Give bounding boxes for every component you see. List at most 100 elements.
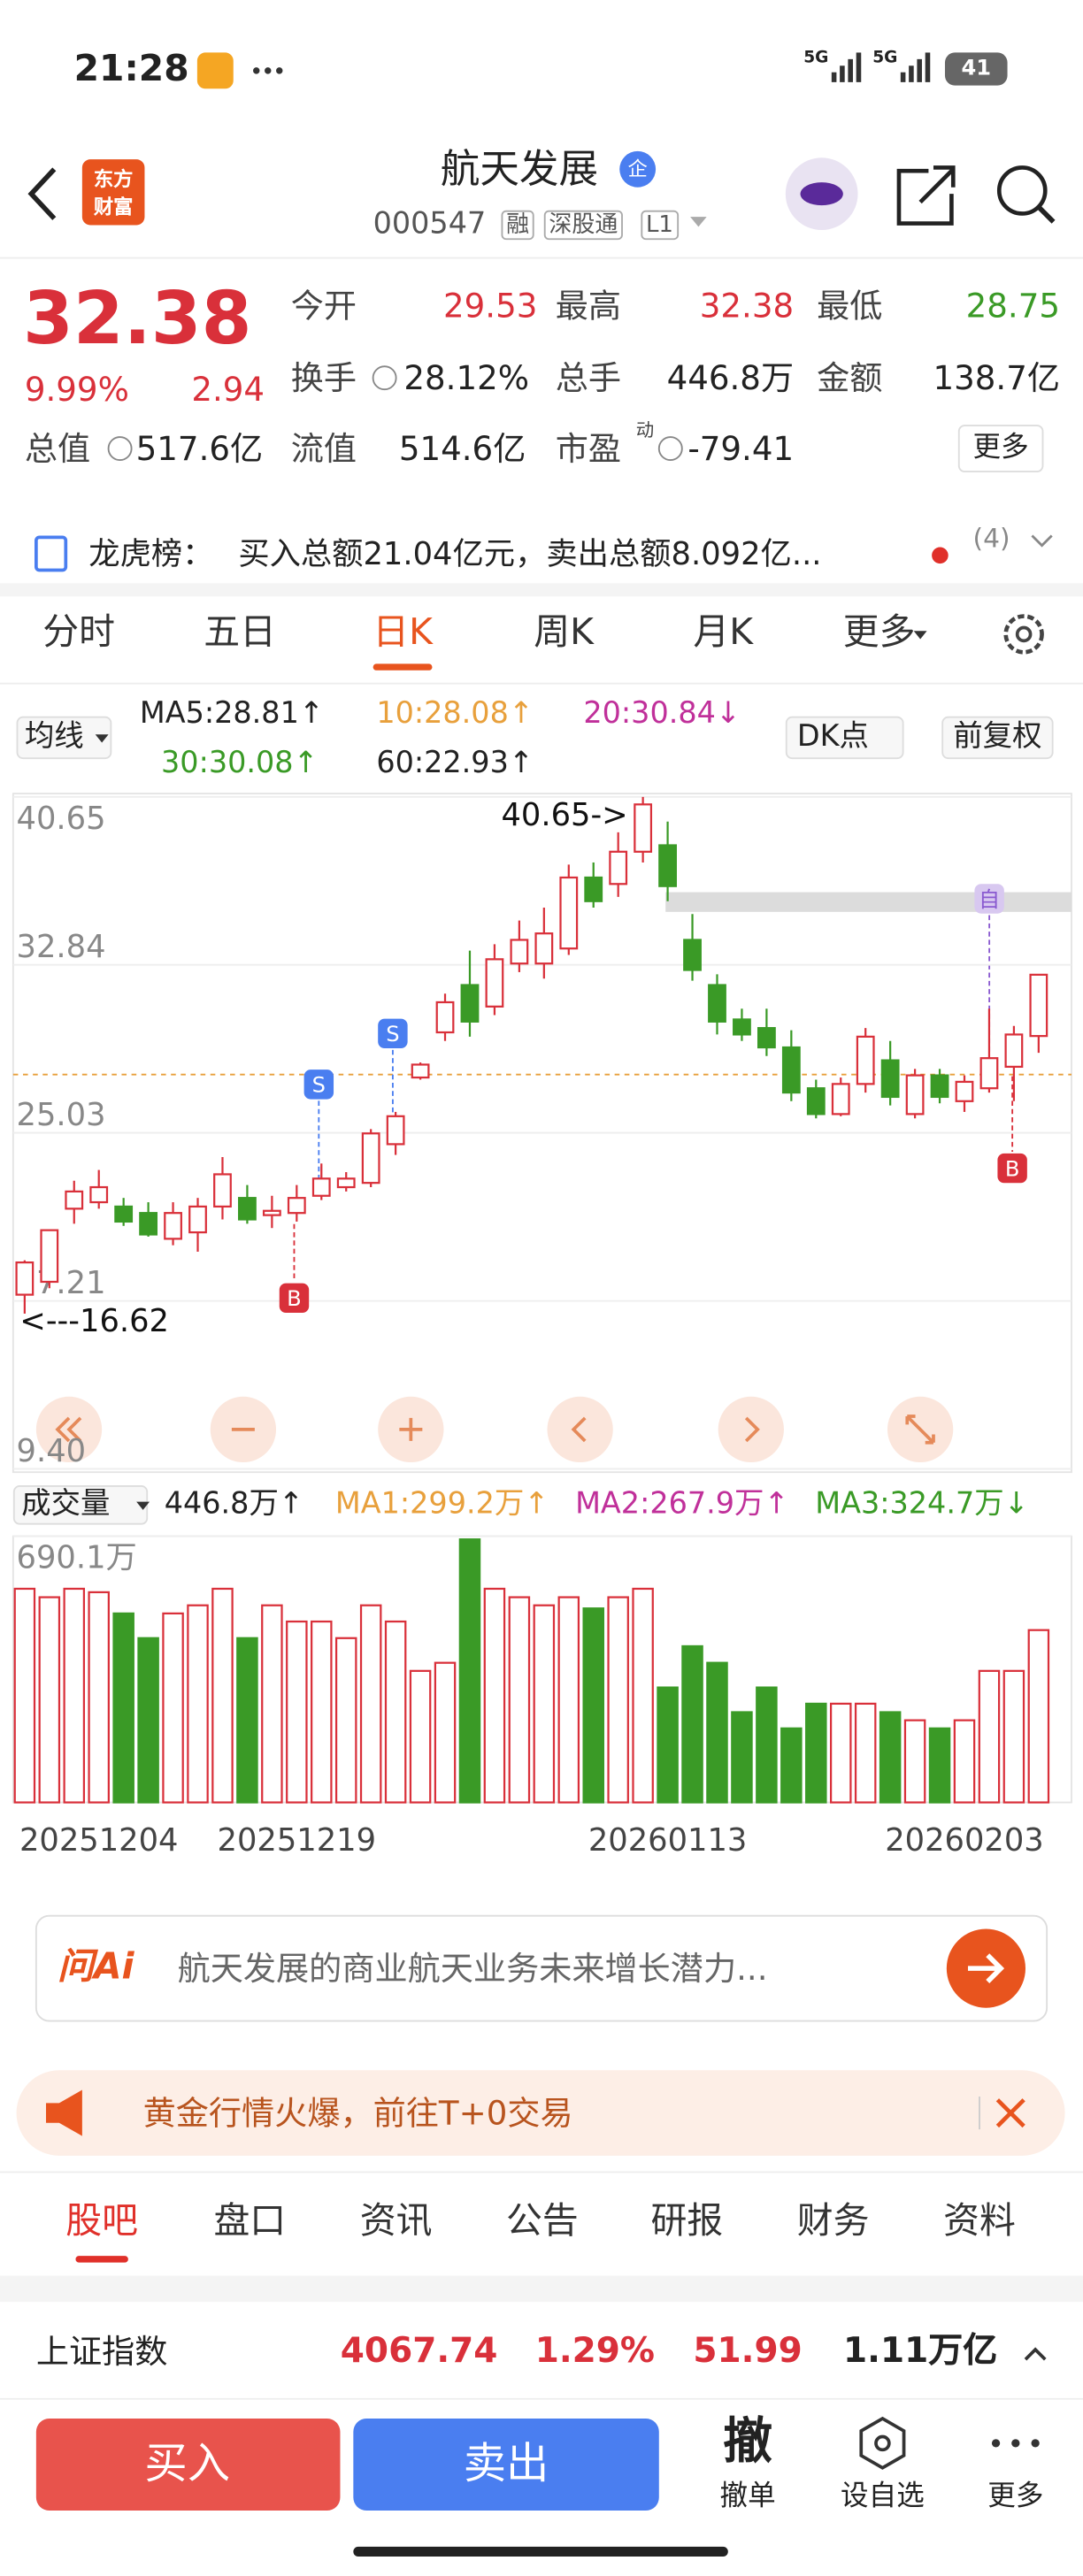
action-label[interactable]: 更多 (987, 2480, 1044, 2513)
badge-text: 企 (627, 157, 648, 181)
banner[interactable] (16, 2070, 1065, 2156)
volume-bar (953, 1719, 976, 1804)
search-icon[interactable] (996, 165, 1048, 216)
field-value: 32.38 (699, 286, 795, 326)
volume-bar (657, 1686, 679, 1804)
content-tab[interactable]: 股吧 (65, 2201, 139, 2243)
collapse-icon[interactable] (1024, 2347, 1047, 2361)
field-label: 总手 (555, 357, 622, 398)
volume-button[interactable]: 成交量 (12, 1485, 149, 1525)
info-icon[interactable] (372, 365, 397, 391)
settings-core (1015, 625, 1033, 643)
candle-body (955, 1080, 974, 1102)
app-icon (196, 52, 234, 89)
caret (95, 734, 109, 749)
marker-links (293, 915, 1014, 1282)
chart-tab[interactable]: 月K (693, 612, 754, 655)
volume-bar (557, 1596, 580, 1804)
signal-marker (974, 884, 1004, 914)
buy-button[interactable] (35, 2419, 341, 2511)
candle-body (485, 958, 504, 1008)
info-icon[interactable] (107, 436, 133, 461)
chart-tab[interactable]: 分时 (42, 612, 116, 655)
volume-ma: MA2:267.9万↑ (575, 1486, 789, 1522)
caret (913, 631, 927, 640)
buy-label[interactable]: 买入 (144, 2440, 231, 2489)
back-icon[interactable] (27, 167, 57, 220)
dot (1031, 2439, 1040, 2448)
candle-body (139, 1212, 158, 1236)
content-tab[interactable]: 研报 (650, 2201, 724, 2243)
candle-body (336, 1177, 356, 1189)
settings-icon[interactable] (1003, 614, 1044, 655)
notice-icon (35, 535, 68, 572)
action-label[interactable]: 撤单 (719, 2480, 776, 2513)
control-button[interactable] (718, 1396, 784, 1463)
volume-bar (706, 1661, 728, 1804)
cancel-icon[interactable]: 撤 (723, 2413, 772, 2472)
zone-band (665, 892, 1071, 912)
chart-tab[interactable]: 更多 (842, 612, 916, 655)
info-icon[interactable] (657, 436, 683, 461)
signal-label: S (386, 1022, 399, 1046)
close-icon[interactable] (995, 2098, 1025, 2128)
volume-bar (879, 1711, 902, 1804)
adjust-button[interactable]: 前复权 (941, 716, 1054, 760)
watch-core (874, 2434, 891, 2452)
candle-body (510, 939, 529, 965)
volume-bar (756, 1686, 778, 1804)
candle-body (609, 850, 628, 886)
notice-count: (4) (972, 522, 1010, 554)
content-tab[interactable]: 公告 (506, 2201, 579, 2243)
candle-body (930, 1074, 949, 1099)
kline-chart: 40.6532.8425.0317.219.4040.65-><---16.62… (12, 793, 1072, 1859)
y-tick-label: 690.1万 (17, 1540, 137, 1576)
signal-marker (378, 1018, 408, 1048)
candle-body (460, 984, 480, 1023)
signal-marker (279, 1283, 310, 1314)
field-value: 446.8万 (666, 357, 795, 398)
unread-dot (932, 547, 949, 564)
content-tab[interactable]: 财务 (796, 2201, 870, 2243)
candle-body (164, 1212, 182, 1240)
home-indicator (353, 2546, 728, 2557)
signal-label: B (287, 1286, 302, 1311)
candle-body (979, 1057, 999, 1090)
candle-body (733, 1018, 751, 1036)
caret (690, 217, 707, 227)
watch-icon[interactable] (859, 2416, 906, 2470)
candle-body (905, 1074, 925, 1116)
share-icon[interactable] (896, 165, 956, 226)
volume-bar (13, 1587, 36, 1804)
content-tab[interactable]: 资料 (943, 2201, 1016, 2243)
action-label[interactable]: 设自选 (841, 2480, 925, 2513)
dot (276, 67, 283, 74)
candle-body (708, 984, 726, 1023)
chart-tab[interactable]: 周K (534, 612, 594, 655)
ask-ai-box[interactable] (35, 1914, 1048, 2022)
content-tab[interactable]: 盘口 (213, 2201, 287, 2243)
tag: 深股通 (543, 210, 623, 241)
signal-marker (303, 1070, 334, 1100)
chart-tab[interactable]: 五日 (204, 612, 277, 655)
content-tab[interactable]: 资讯 (359, 2201, 433, 2243)
field-value: -79.41 (687, 428, 795, 469)
field-label: 最低 (817, 286, 883, 326)
dk-button[interactable]: DK点 (785, 716, 903, 760)
control-button[interactable] (547, 1396, 613, 1463)
candle-body (311, 1177, 331, 1197)
caret (136, 1501, 150, 1517)
candle-body (781, 1046, 801, 1094)
ma-button[interactable]: 均线 (16, 716, 112, 760)
volume-ma: MA3:324.7万↓ (815, 1486, 1029, 1522)
chart-tab[interactable]: 日K (373, 612, 433, 655)
expand-icon[interactable] (1031, 534, 1053, 548)
change-pct: 9.99% (24, 369, 129, 410)
more-button[interactable]: 更多 (957, 425, 1044, 472)
candle-body (188, 1205, 207, 1234)
candle-body (658, 844, 677, 887)
sell-label[interactable]: 卖出 (463, 2440, 549, 2489)
sell-button[interactable] (353, 2419, 659, 2511)
tab-underline (373, 663, 433, 671)
